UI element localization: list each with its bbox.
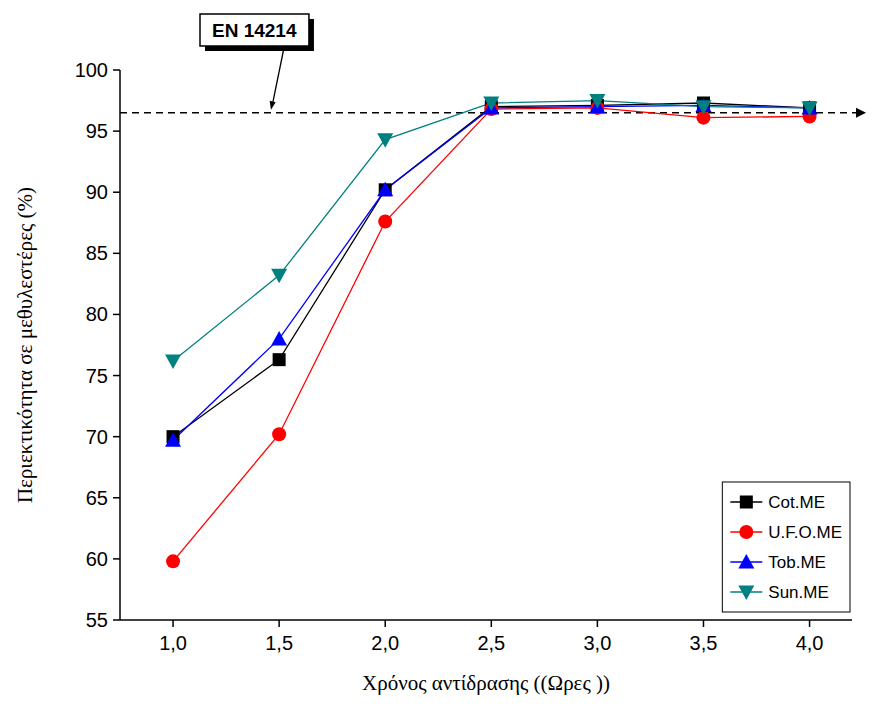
legend-marker [738, 554, 754, 569]
y-tick-label: 85 [86, 242, 108, 264]
legend-marker [738, 586, 754, 601]
plot-data [165, 94, 818, 568]
y-tick [113, 497, 120, 499]
y-tick-label: 75 [86, 365, 108, 387]
y-tick [113, 619, 120, 621]
y-tick-label: 70 [86, 426, 108, 448]
x-tick-label: 2,5 [477, 632, 505, 654]
series-line [173, 101, 810, 361]
y-tick [113, 69, 120, 71]
series-marker [166, 554, 180, 568]
y-tick-label: 90 [86, 181, 108, 203]
y-tick [113, 558, 120, 560]
y-tick [113, 436, 120, 438]
x-tick-label: 3,0 [583, 632, 611, 654]
reference-arrowhead [856, 108, 866, 118]
y-tick [113, 253, 120, 255]
annotation-frame [200, 14, 309, 46]
series-marker [273, 353, 286, 366]
x-tick [809, 620, 811, 627]
series-marker [589, 94, 605, 109]
legend-frame [722, 482, 850, 612]
series-marker [272, 427, 286, 441]
legend: Cot.ME U.F.O.ME Tob.ME Sun.ME [722, 482, 850, 612]
annotation-arrow [273, 48, 284, 102]
x-axis-title: Χρόνος αντίδρασης ((Ωρες )) [362, 671, 610, 695]
legend-label: Cot.ME [768, 493, 825, 512]
y-tick-label: 55 [86, 609, 108, 631]
chart: 55 60 65 70 75 80 85 90 95 100 1,0 1,5 2,0 2,5 3,0 3,5 4… [0, 0, 874, 710]
y-axis [119, 70, 121, 620]
y-axis-title: Περιεκτικότητα σε μεθυλεστέρες (%) [13, 187, 37, 503]
annotation-text: EN 14214 [212, 20, 297, 41]
x-tick-label: 4,0 [796, 632, 824, 654]
series-marker [695, 100, 711, 115]
x-axis [120, 619, 852, 621]
x-tick [597, 620, 599, 627]
legend-label: Tob.ME [768, 553, 826, 572]
series-marker [377, 182, 393, 197]
x-tick [172, 620, 174, 627]
series-marker [483, 97, 499, 112]
series-marker [802, 101, 818, 116]
x-tick [384, 620, 386, 627]
annotation-box: EN 14214 [200, 14, 314, 51]
y-tick-label: 95 [86, 120, 108, 142]
series-marker [165, 432, 181, 447]
series-line [173, 108, 810, 561]
series-marker [271, 269, 287, 284]
y-tick-label: 80 [86, 303, 108, 325]
legend-label: U.F.O.ME [768, 523, 842, 542]
x-tick [491, 620, 493, 627]
x-tick-label: 1,0 [159, 632, 187, 654]
legend-marker [740, 496, 753, 509]
y-tick [113, 375, 120, 377]
series-marker [165, 354, 181, 369]
y-tick [113, 314, 120, 316]
y-tick-label: 60 [86, 548, 108, 570]
annotation-arrowhead [270, 101, 276, 110]
y-tick [113, 130, 120, 132]
series-line [173, 105, 810, 440]
series-line [173, 103, 810, 437]
series-marker [378, 215, 392, 229]
y-tick-label: 100 [75, 59, 108, 81]
y-tick [113, 191, 120, 193]
legend-marker [739, 525, 753, 539]
legend-label: Sun.ME [768, 583, 828, 602]
x-tick-label: 2,0 [371, 632, 399, 654]
series-marker [377, 133, 393, 148]
y-tick-label: 65 [86, 487, 108, 509]
x-tick-label: 1,5 [265, 632, 293, 654]
x-tick-label: 3,5 [690, 632, 718, 654]
series-marker [271, 331, 287, 346]
x-tick [278, 620, 280, 627]
x-tick [703, 620, 705, 627]
